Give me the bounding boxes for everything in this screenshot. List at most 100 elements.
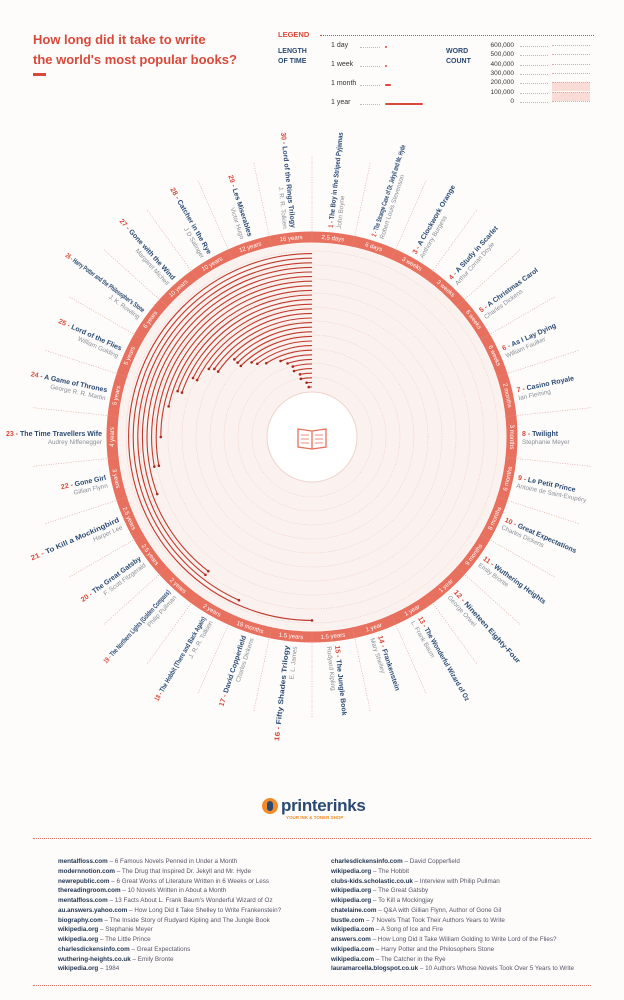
source-site: wuthering-heights.co.uk — [58, 955, 131, 963]
duration-arc-end — [157, 464, 161, 468]
legend-leader — [360, 85, 380, 86]
duration-arc — [151, 276, 313, 467]
segment-divider — [479, 533, 555, 578]
duration-arc — [233, 326, 313, 360]
source-title: Harry Potter and the Philosophers Stone — [381, 945, 495, 953]
duration-arc-end — [237, 598, 241, 602]
source-site: clubs-kids.scholastic.co.uk — [331, 877, 413, 885]
duration-arc-end — [256, 362, 259, 366]
book-number: 22 — [60, 483, 69, 491]
book-title: 27 - Gone with the Wind — [118, 218, 176, 282]
segment-divider — [352, 163, 371, 248]
book-author: Rudyard Kipling — [325, 646, 337, 691]
book-number: 11 — [481, 556, 491, 566]
source-item: wikipedia.com – A Song of Ice and Fire — [331, 925, 574, 935]
book-number: 13 — [416, 616, 426, 626]
source-item: mentalfloss.com – 13 Facts About L. Fran… — [58, 896, 281, 906]
source-item: wikipedia.org – Stephanie Meyer — [58, 925, 281, 935]
source-item: wikipedia.com – Harry Potter and the Phi… — [331, 945, 574, 955]
source-site: biography.com — [58, 916, 103, 924]
book-number-separator: - — [86, 590, 95, 599]
segment-divider — [504, 407, 591, 418]
book-title-text: A Christmas Carol — [486, 267, 539, 308]
book-number: 24 — [30, 371, 39, 379]
book-author: J. R. R. Tolkien — [277, 186, 288, 229]
source-separator: – — [412, 877, 420, 885]
segment-divider — [455, 249, 521, 308]
duration-arc — [237, 331, 313, 364]
source-item: wikipedia.org – 1984 — [58, 964, 281, 974]
book-label: 13 - The Wonderful Wizard of OzL. Frank … — [409, 616, 470, 703]
book-title: 18 - The Hobbit (There and Back Again) — [154, 616, 208, 703]
legend-word-count-item: 0 — [510, 97, 514, 105]
grid-ring — [167, 292, 457, 582]
segment-divider — [504, 456, 591, 467]
grid-ring — [251, 376, 373, 498]
book-number-separator: - — [38, 549, 47, 558]
book-author: Audrey Niffenegger — [48, 439, 102, 446]
duration-label: 1 year — [365, 623, 383, 634]
logo-tagline: YOUR INK & TONER SHOP — [286, 815, 344, 820]
source-item: wikipedia.org – The Little Prince — [58, 935, 281, 945]
duration-arc — [177, 294, 313, 392]
source-title: 6 Great Works of Literature Written in 6… — [116, 877, 270, 885]
book-number: 28 — [168, 187, 178, 197]
grid-ring — [195, 320, 429, 554]
source-item: wikipedia.org – The Hobbit — [331, 867, 574, 877]
segment-divider — [352, 626, 371, 711]
legend-word-count-item: 300,000 — [490, 69, 515, 77]
duration-arc-end — [264, 361, 268, 365]
book-title-text: Nineteen Eighty-Four — [462, 601, 521, 665]
source-title: 1984 — [105, 965, 120, 973]
legend-word-count-item: 600,000 — [490, 42, 515, 49]
source-site: modernnotion.com — [58, 867, 116, 875]
duration-arc — [155, 280, 313, 466]
legend-length-mark — [385, 84, 391, 86]
duration-label: 2,5 days — [321, 235, 344, 243]
duration-label: 6 months — [503, 466, 514, 491]
segment-divider — [33, 407, 120, 418]
duration-arc-end — [291, 365, 295, 368]
book-number: 12 — [452, 589, 463, 600]
duration-label: 2 months — [501, 383, 512, 408]
duration-arc — [146, 271, 313, 495]
book-title: 5 - A Christmas Carol — [478, 267, 539, 314]
book-number-separator: - — [414, 244, 423, 253]
source-separator: – — [371, 867, 379, 875]
segment-divider — [197, 181, 234, 260]
book-number: 27 — [118, 218, 128, 229]
book-label: 26 - Harry Potter and the Philosopher's … — [64, 252, 146, 321]
book-number-separator: - — [378, 642, 387, 650]
divider — [33, 838, 591, 839]
duration-arc-end — [236, 361, 239, 364]
duration-label: 3 years — [110, 469, 120, 490]
segment-divider — [390, 181, 427, 260]
source-item: au.answers.yahoo.com – How Long Did it T… — [58, 906, 281, 916]
legend-leader — [360, 104, 380, 105]
source-title: To Kill a Mockingjay — [378, 897, 434, 904]
segment-divider — [103, 249, 169, 308]
source-separator: – — [418, 965, 426, 973]
duration-arc-end — [286, 362, 289, 365]
book-number-separator: - — [38, 373, 45, 381]
duration-label: 6 days — [364, 242, 383, 253]
book-number-separator: - — [221, 692, 230, 700]
book-number-separator: - — [487, 560, 496, 569]
segment-divider — [425, 210, 477, 281]
duration-arc-end — [216, 370, 220, 373]
grid-ring — [209, 334, 415, 540]
source-title: Stephanie Meyer — [105, 926, 153, 934]
legend-word-count-item: 100,000 — [490, 88, 515, 96]
book-number-separator: - — [458, 596, 468, 606]
source-title: Q&A with Gillian Flynn, Author of Gone G… — [383, 906, 502, 914]
book-number-separator: - — [521, 476, 529, 484]
book-number: 23 — [6, 431, 14, 438]
book-number: 7 — [516, 387, 521, 395]
source-title: 10 Novels Written in About a Month — [127, 887, 227, 895]
source-item: mentalfloss.com – 6 Famous Novels Penned… — [58, 857, 281, 867]
duration-arc-end — [279, 359, 282, 363]
